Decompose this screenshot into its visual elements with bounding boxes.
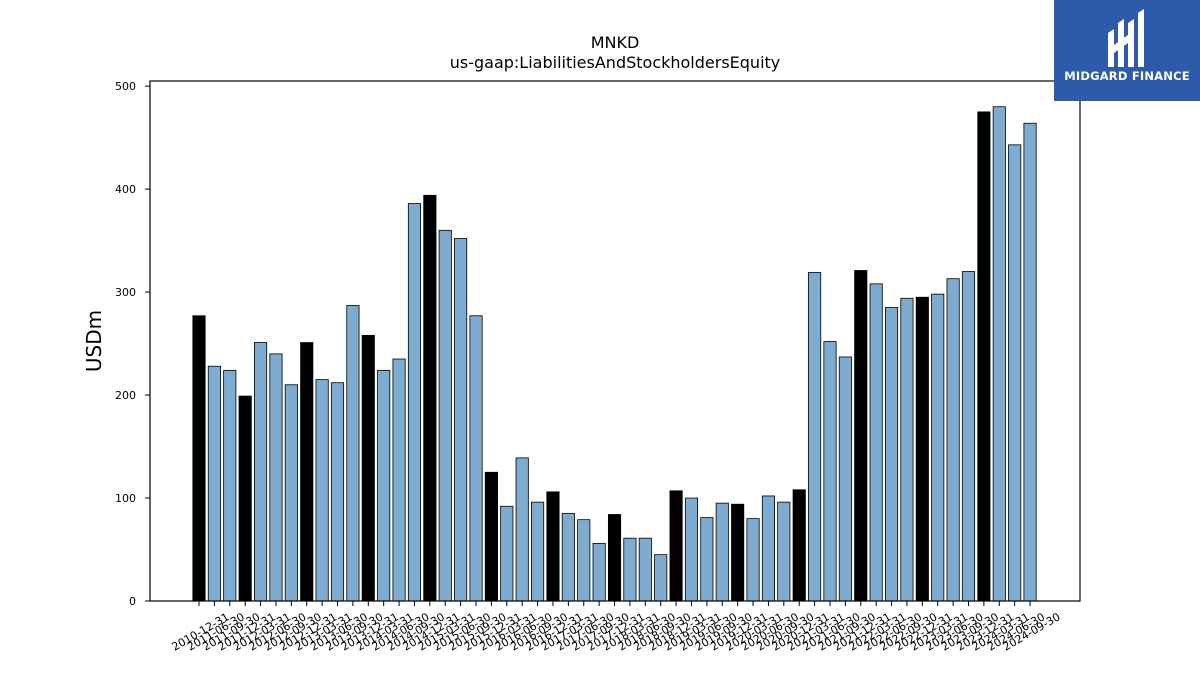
bar-2020-09-30 [792, 489, 806, 602]
y-tick-label: 200 [115, 389, 136, 402]
bar-2020-12-31 [808, 272, 822, 602]
bar-2014-06-30 [407, 203, 422, 602]
bar-2012-09-30 [300, 342, 314, 602]
bar-2012-06-30 [284, 384, 298, 602]
bar-2021-06-30 [838, 356, 852, 602]
bar-2015-12-31 [500, 505, 514, 602]
bar-2017-12-31 [623, 537, 637, 602]
bar-2022-12-31 [931, 293, 945, 602]
bar-2018-12-31 [684, 497, 699, 602]
bar-2016-03-31 [515, 457, 529, 602]
x-axis: 2010-12-312011-06-302011-09-302011-12-31… [170, 601, 1063, 654]
bars-group [192, 106, 1037, 602]
bar-2019-12-31 [746, 518, 760, 602]
bar-2015-06-30 [469, 315, 483, 602]
bar-2018-09-30 [669, 490, 683, 602]
bar-2023-03-31 [946, 278, 960, 602]
bar-2016-09-30 [546, 491, 560, 602]
bar-2024-03-31 [1008, 144, 1022, 602]
y-tick-label: 500 [115, 80, 136, 93]
plot-frame [149, 80, 1081, 602]
bar-2014-12-31 [438, 229, 452, 602]
chart-title: MNKD [591, 33, 640, 52]
bar-2018-03-31 [638, 537, 652, 602]
bar-2021-03-31 [823, 341, 837, 602]
y-axis-label: USDm [82, 310, 106, 372]
y-tick-label: 100 [115, 492, 136, 505]
bar-2014-03-31 [392, 358, 406, 602]
bar-2016-12-31 [561, 513, 575, 602]
y-tick-label: 300 [115, 286, 136, 299]
y-axis: 0 100 200 300 400 500 [115, 80, 150, 608]
bar-2011-06-30 [223, 369, 237, 602]
bar-2012-03-31 [269, 353, 283, 602]
logo-mark-icon [1108, 9, 1144, 67]
bar-2020-06-30 [777, 501, 791, 602]
bar-2022-09-30 [915, 296, 929, 602]
bar-2013-09-30 [361, 334, 375, 602]
bar-2016-06-30 [531, 501, 545, 602]
bar-2017-06-30 [592, 542, 606, 602]
bar-2021-09-30 [854, 270, 868, 602]
bar-2021-12-31 [869, 283, 883, 602]
chart-subtitle: us-gaap:LiabilitiesAndStockholdersEquity [450, 53, 781, 72]
bar-2013-06-30 [346, 305, 360, 602]
bar-2011-09-30 [238, 395, 252, 602]
bar-2015-09-30 [484, 471, 498, 602]
bar-2023-12-31 [992, 106, 1006, 602]
bar-2019-06-30 [715, 502, 729, 602]
bar-2014-09-30 [423, 194, 437, 602]
bar-2022-03-31 [885, 307, 899, 602]
bar-2015-03-31 [454, 238, 468, 602]
bar-2010-12-31 [192, 315, 206, 602]
midgard-finance-logo: MIDGARD FINANCE [1054, 0, 1200, 101]
bar-2019-03-31 [700, 517, 714, 602]
bar-2013-12-31 [377, 369, 391, 602]
bar-2017-03-31 [577, 519, 591, 602]
bar-2024-06-30 [1023, 122, 1037, 602]
bar-2011-03-31 [207, 365, 221, 602]
bar-2022-06-30 [900, 297, 914, 602]
bar-2019-09-30 [731, 503, 745, 602]
y-tick-label: 400 [115, 183, 136, 196]
y-tick-label: 0 [129, 595, 136, 608]
logo-text: MIDGARD FINANCE [1064, 69, 1190, 83]
bar-2018-06-30 [654, 554, 668, 602]
bar-2023-06-30 [961, 271, 976, 602]
bar-2020-03-31 [761, 495, 775, 602]
bar-2013-03-31 [330, 382, 345, 602]
bar-2012-12-31 [315, 379, 329, 602]
bar-2017-09-30 [607, 514, 622, 602]
bar-2011-12-31 [254, 342, 268, 602]
bar-2023-09-30 [977, 111, 991, 602]
